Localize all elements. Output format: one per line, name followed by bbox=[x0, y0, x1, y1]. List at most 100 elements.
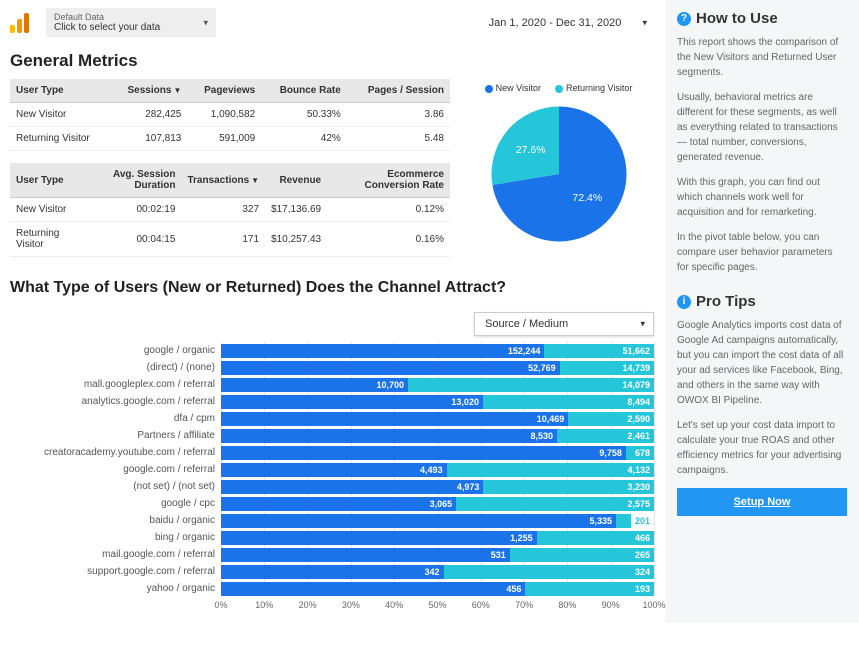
pie-legend: New VisitorReturning Visitor bbox=[485, 83, 633, 93]
tip-paragraph: Let's set up your cost data import to ca… bbox=[677, 418, 847, 478]
table-row: New Visitor282,4251,090,58250.33%3.86 bbox=[10, 103, 450, 127]
axis-tick-label: 30% bbox=[342, 600, 360, 610]
info-icon: i bbox=[677, 295, 691, 309]
chevron-down-icon: ▾ bbox=[642, 17, 647, 28]
table-cell: New Visitor bbox=[10, 103, 110, 127]
table-cell: 42% bbox=[261, 127, 347, 151]
tip-paragraph: Google Analytics imports cost data of Go… bbox=[677, 318, 847, 408]
axis-tick-label: 70% bbox=[515, 600, 533, 610]
bar-row: 10,70014,079 bbox=[221, 376, 654, 393]
bar-segment-returning: 4,132 bbox=[447, 463, 654, 477]
table-cell: 0.12% bbox=[327, 198, 450, 222]
table-cell: 327 bbox=[181, 198, 265, 222]
bar-segment-returning: 8,494 bbox=[483, 395, 654, 409]
bar-segment-returning: 2,575 bbox=[456, 497, 654, 511]
column-header[interactable]: Avg. Session Duration bbox=[85, 163, 181, 198]
bar-segment-new: 456 bbox=[221, 582, 525, 596]
bar-segment-new: 10,700 bbox=[221, 378, 408, 392]
bar-row: 456193 bbox=[221, 580, 654, 597]
column-header[interactable]: Pages / Session bbox=[347, 79, 450, 103]
bar-row: 13,0208,494 bbox=[221, 393, 654, 410]
bar-row: 52,76914,739 bbox=[221, 359, 654, 376]
bar-segment-new: 52,769 bbox=[221, 361, 560, 375]
bar-segment-new: 13,020 bbox=[221, 395, 483, 409]
axis-tick-label: 100% bbox=[642, 600, 665, 610]
help-paragraph: Usually, behavioral metrics are differen… bbox=[677, 90, 847, 165]
bar-row: 5,335 201 bbox=[221, 512, 654, 529]
column-header[interactable]: Sessions▼ bbox=[110, 79, 187, 103]
bar-segment-returning: 2,590 bbox=[568, 412, 654, 426]
axis-tick-label: 80% bbox=[558, 600, 576, 610]
bar-segment-returning: 265 bbox=[510, 548, 654, 562]
source-medium-selector[interactable]: Source / Medium ▾ bbox=[474, 312, 654, 336]
bar-segment-returning: 678 bbox=[626, 446, 654, 460]
table-cell: $10,257.43 bbox=[265, 222, 327, 257]
pie-slice-label: 27.6% bbox=[515, 144, 545, 156]
bar-segment-new: 9,758 bbox=[221, 446, 626, 460]
visitor-pie-chart: 72.4% 27.6% bbox=[484, 99, 634, 249]
axis-tick-label: 0% bbox=[214, 600, 227, 610]
grid-line bbox=[654, 342, 655, 594]
legend-item: Returning Visitor bbox=[555, 83, 632, 93]
chevron-down-icon: ▾ bbox=[203, 17, 208, 28]
date-range-label: Jan 1, 2020 - Dec 31, 2020 bbox=[489, 17, 622, 29]
table-cell: New Visitor bbox=[10, 198, 85, 222]
bar-segment-new: 1,255 bbox=[221, 531, 537, 545]
bar-segment-new: 5,335 bbox=[221, 514, 616, 528]
column-header[interactable]: User Type bbox=[10, 163, 85, 198]
bar-label: bing / organic bbox=[11, 529, 221, 546]
data-selector-subtitle: Click to select your data bbox=[54, 22, 208, 33]
axis-tick-label: 20% bbox=[299, 600, 317, 610]
column-header[interactable]: User Type bbox=[10, 79, 110, 103]
bar-segment-new: 531 bbox=[221, 548, 510, 562]
bar-segment-returning: 14,739 bbox=[560, 361, 654, 375]
bar-row: 4,4934,132 bbox=[221, 461, 654, 478]
bar-label: Partners / affiliate bbox=[11, 427, 221, 444]
chevron-down-icon: ▾ bbox=[640, 319, 645, 330]
column-header[interactable]: Ecommerce Conversion Rate bbox=[327, 163, 450, 198]
bar-row: 152,24451,662 bbox=[221, 342, 654, 359]
table-cell: 00:04:15 bbox=[85, 222, 181, 257]
bar-label: support.google.com / referral bbox=[11, 563, 221, 580]
date-range-selector[interactable]: Jan 1, 2020 - Dec 31, 2020 ▾ bbox=[455, 11, 655, 35]
setup-now-button[interactable]: Setup Now bbox=[677, 488, 847, 516]
bar-segment-returning: 324 bbox=[444, 565, 654, 579]
table-cell: 107,813 bbox=[110, 127, 187, 151]
table-row: Returning Visitor00:04:15171$10,257.430.… bbox=[10, 222, 450, 257]
bar-label: google.com / referral bbox=[11, 461, 221, 478]
bar-segment-new: 4,493 bbox=[221, 463, 447, 477]
pro-tips-title: i Pro Tips bbox=[677, 293, 847, 310]
bar-row: 342324 bbox=[221, 563, 654, 580]
table-row: Returning Visitor107,813591,00942%5.48 bbox=[10, 127, 450, 151]
channel-chart-title: What Type of Users (New or Returned) Doe… bbox=[10, 279, 655, 297]
bar-row: 1,255466 bbox=[221, 529, 654, 546]
bar-segment-new: 10,469 bbox=[221, 412, 568, 426]
bar-segment-returning: 51,662 bbox=[544, 344, 654, 358]
bar-label: creatoracademy.youtube.com / referral bbox=[11, 444, 221, 461]
help-paragraph: In the pivot table below, you can compar… bbox=[677, 230, 847, 275]
column-header[interactable]: Bounce Rate bbox=[261, 79, 347, 103]
bar-segment-new: 3,065 bbox=[221, 497, 456, 511]
bar-segment-returning: 193 bbox=[525, 582, 654, 596]
bar-label: google / cpc bbox=[11, 495, 221, 512]
data-selector[interactable]: Default Data Click to select your data ▾ bbox=[46, 8, 216, 37]
general-metrics-title: General Metrics bbox=[10, 51, 655, 71]
column-header[interactable]: Pageviews bbox=[187, 79, 261, 103]
axis-tick-label: 50% bbox=[428, 600, 446, 610]
bar-value-label: 201 bbox=[631, 514, 654, 528]
metrics-table-2: User TypeAvg. Session DurationTransactio… bbox=[10, 163, 450, 257]
bar-row: 9,758678 bbox=[221, 444, 654, 461]
metrics-table-1: User TypeSessions▼PageviewsBounce RatePa… bbox=[10, 79, 450, 151]
bar-segment-returning: 2,461 bbox=[557, 429, 654, 443]
table-cell: 50.33% bbox=[261, 103, 347, 127]
column-header[interactable]: Revenue bbox=[265, 163, 327, 198]
bar-label: yahoo / organic bbox=[11, 580, 221, 597]
bar-segment-returning bbox=[616, 514, 631, 528]
pie-slice-label: 72.4% bbox=[572, 192, 602, 204]
bar-segment-new: 342 bbox=[221, 565, 444, 579]
bar-segment-new: 8,530 bbox=[221, 429, 557, 443]
axis-tick-label: 40% bbox=[385, 600, 403, 610]
bar-label: (not set) / (not set) bbox=[11, 478, 221, 495]
column-header[interactable]: Transactions▼ bbox=[181, 163, 265, 198]
bar-row: 10,4692,590 bbox=[221, 410, 654, 427]
